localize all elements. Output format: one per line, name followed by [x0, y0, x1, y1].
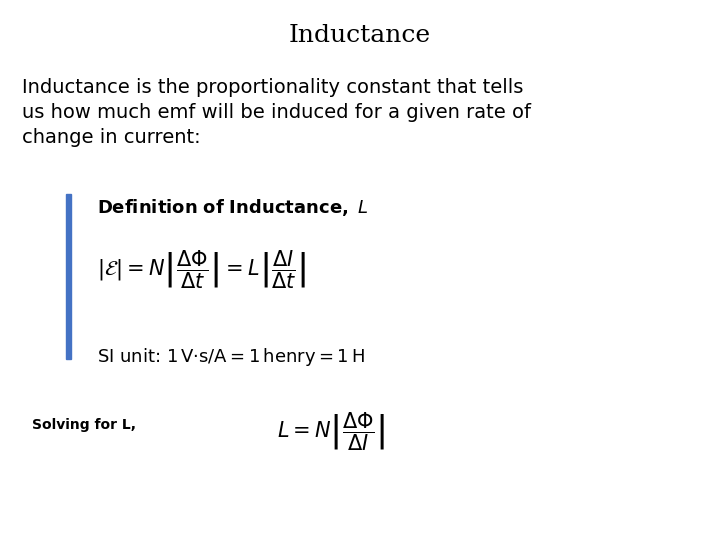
- Text: Inductance is the proportionality constant that tells
us how much emf will be in: Inductance is the proportionality consta…: [22, 78, 531, 147]
- Bar: [66, 194, 71, 359]
- Text: Inductance: Inductance: [289, 24, 431, 48]
- Text: $\bf{Definition\ of\ Inductance,}$ $L$: $\bf{Definition\ of\ Inductance,}$ $L$: [97, 197, 369, 218]
- Text: $|\mathcal{E}| = N\left|\dfrac{\Delta\Phi}{\Delta t}\right| = L\left|\dfrac{\Del: $|\mathcal{E}| = N\left|\dfrac{\Delta\Ph…: [97, 248, 306, 291]
- Text: SI unit: $1\,\mathrm{V{\cdot}s/A} = 1\,\mathrm{henry} = 1\,\mathrm{H}$: SI unit: $1\,\mathrm{V{\cdot}s/A} = 1\,\…: [97, 346, 365, 368]
- Text: Solving for L,: Solving for L,: [32, 418, 136, 433]
- Text: $L = N\left|\dfrac{\Delta\Phi}{\Delta I}\right|$: $L = N\left|\dfrac{\Delta\Phi}{\Delta I}…: [277, 410, 385, 453]
